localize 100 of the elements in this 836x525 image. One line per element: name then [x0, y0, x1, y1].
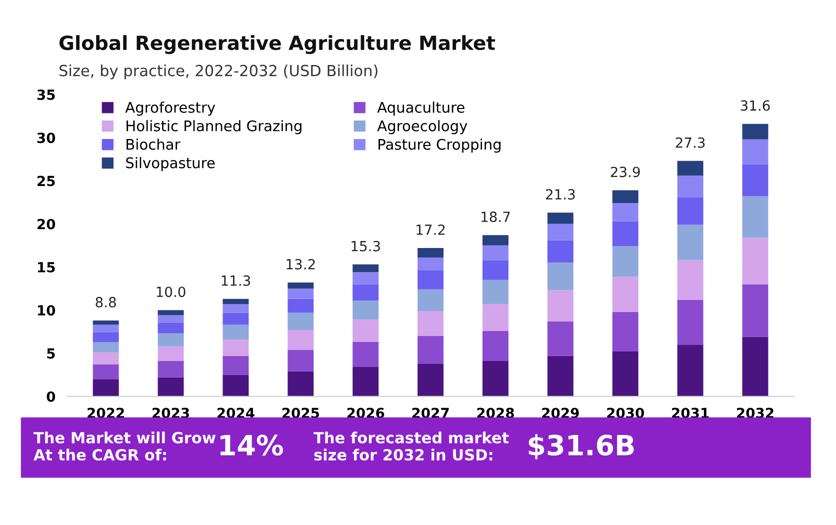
bar	[612, 190, 638, 204]
bar	[222, 304, 249, 313]
bar	[92, 379, 119, 396]
y-tick-label: 35	[37, 89, 55, 100]
bar	[92, 342, 119, 352]
bar	[158, 323, 184, 334]
total-label: 23.9	[610, 166, 640, 178]
bar	[158, 361, 184, 378]
bar	[482, 245, 508, 260]
bar	[677, 176, 704, 198]
bar	[612, 312, 638, 352]
y-tick-label: 25	[38, 176, 55, 186]
bar	[222, 312, 249, 325]
bar	[547, 356, 574, 396]
bar	[547, 212, 574, 224]
bar	[547, 290, 574, 322]
bar	[677, 260, 704, 300]
text: The Market will Grow At the CAGR of:	[34, 432, 216, 461]
bar	[612, 246, 638, 276]
bar	[677, 224, 704, 260]
bar	[742, 164, 768, 196]
legend-label: Pasture Cropping	[378, 138, 501, 153]
bar	[92, 332, 119, 342]
bar	[612, 276, 638, 312]
bar	[222, 374, 249, 396]
bar	[352, 320, 379, 342]
bar	[612, 221, 638, 246]
legend-label: Agroecology	[377, 120, 468, 134]
bar	[742, 238, 768, 284]
total-label: 8.8	[96, 296, 116, 308]
bar	[158, 346, 184, 362]
y-tick-label: 15	[38, 262, 55, 272]
y-tick-label: 10	[38, 305, 56, 316]
bar	[288, 312, 314, 330]
legend-label: Holistic Planned Grazing	[126, 120, 302, 134]
bar	[482, 361, 508, 396]
chart-title: Global Regenerative Agriculture Market	[59, 35, 496, 54]
bar	[288, 371, 314, 396]
bar	[677, 197, 704, 225]
bar	[612, 352, 638, 396]
bar	[677, 300, 704, 345]
bar	[482, 235, 508, 246]
bar	[418, 310, 444, 336]
bar	[742, 196, 768, 238]
legend-label: Silvopasture	[126, 157, 215, 172]
total-label: 18.7	[482, 212, 510, 222]
total-label: 21.3	[546, 189, 575, 200]
total-label: 15.3	[352, 240, 380, 252]
bar	[92, 320, 119, 325]
bar	[288, 298, 314, 313]
bar	[482, 304, 508, 331]
bar	[742, 336, 768, 396]
y-tick-label: 20	[38, 218, 56, 230]
bar	[742, 284, 768, 337]
bar	[482, 330, 508, 362]
total-label: 11.3	[222, 275, 250, 286]
bar	[352, 367, 379, 396]
y-tick-label: 0	[46, 391, 56, 402]
bar	[288, 282, 314, 289]
bar	[222, 356, 249, 375]
bar	[352, 300, 379, 320]
text: The forecasted market size for 2032 in USD:	[314, 432, 509, 461]
bar	[92, 324, 119, 333]
bar	[288, 330, 314, 350]
bar	[158, 315, 184, 324]
total-label: 10.0	[156, 286, 186, 298]
bar	[352, 264, 379, 272]
bar	[742, 124, 768, 140]
bar	[418, 258, 444, 270]
text: $31.6B	[528, 434, 634, 460]
bar	[677, 160, 704, 176]
bar	[288, 350, 314, 372]
bar	[352, 272, 379, 284]
bar	[352, 342, 379, 368]
legend-label: Biochar	[126, 138, 180, 150]
bar	[418, 289, 444, 311]
bar	[547, 224, 574, 240]
bar	[418, 248, 444, 258]
bar	[482, 280, 508, 304]
bar	[547, 240, 574, 263]
bar	[222, 324, 249, 340]
bar	[92, 364, 119, 380]
bar	[222, 339, 249, 356]
bar	[677, 344, 704, 396]
total-label: 17.2	[416, 224, 445, 235]
bar	[418, 364, 444, 396]
y-tick-label: 30	[37, 132, 56, 144]
bar	[92, 352, 119, 364]
bar	[742, 139, 768, 164]
total-label: 27.3	[676, 137, 705, 148]
bar	[418, 336, 444, 364]
bar	[222, 298, 249, 304]
bar	[418, 270, 444, 290]
y-tick-label: 5	[47, 348, 55, 359]
bar	[158, 333, 184, 346]
text: 14%	[220, 434, 283, 456]
bar	[547, 321, 574, 356]
total-label: 31.6	[740, 100, 770, 111]
bar	[158, 377, 184, 396]
bar	[352, 284, 379, 301]
